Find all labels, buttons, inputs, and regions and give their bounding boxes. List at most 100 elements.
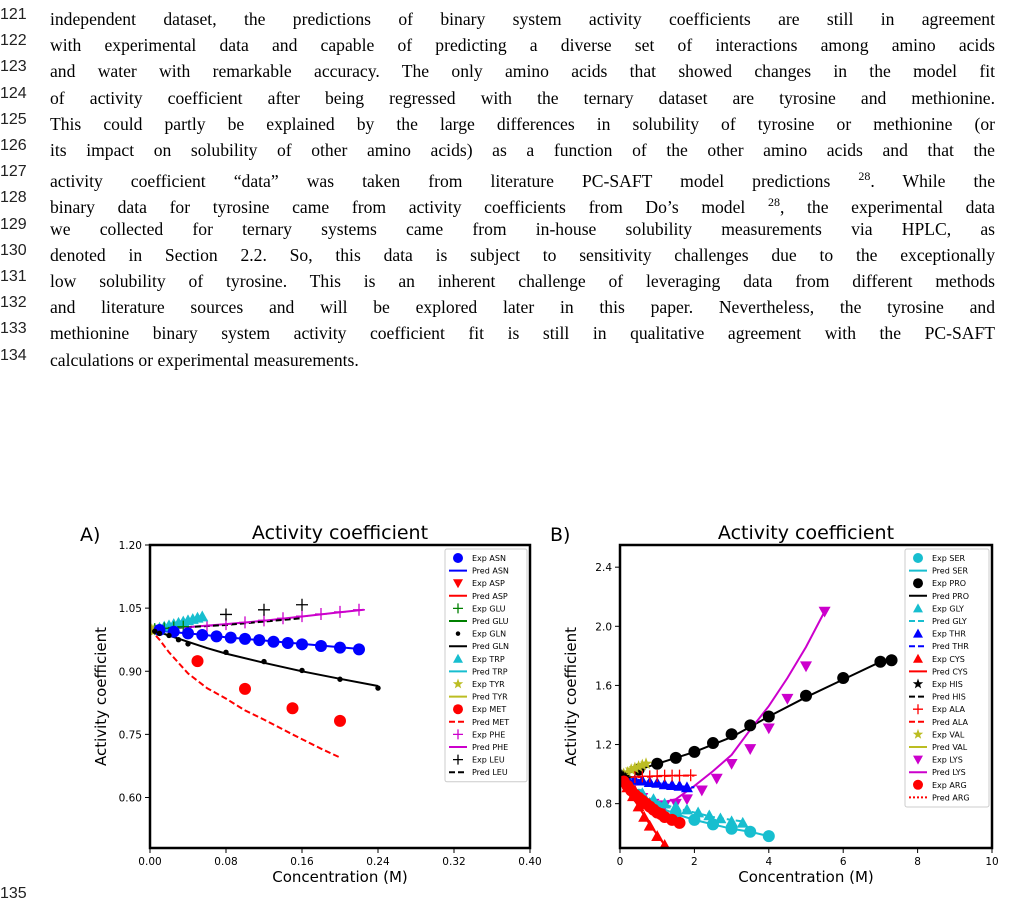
data-point bbox=[762, 723, 775, 735]
text-line: 125 This could partly be explained by the… bbox=[0, 111, 1020, 137]
legend-item: Exp LYS bbox=[913, 755, 963, 765]
data-point bbox=[182, 627, 194, 640]
data-point bbox=[185, 641, 191, 647]
data-point bbox=[781, 693, 794, 705]
line-number: 133 bbox=[0, 320, 27, 338]
data-point bbox=[296, 598, 308, 611]
legend-label: Exp GLN bbox=[472, 630, 506, 639]
legend-marker bbox=[912, 728, 924, 739]
legend-marker bbox=[912, 678, 924, 689]
data-point bbox=[651, 776, 664, 788]
y-tick-label: 1.20 bbox=[119, 540, 142, 552]
legend-label: Exp MET bbox=[472, 705, 506, 714]
legend: Exp ASN Pred ASN Exp ASP Pred ASP Exp GLU Pre… bbox=[444, 548, 528, 783]
legend-label: Pred ASP bbox=[472, 592, 508, 601]
chart-title: Activity coefficient bbox=[252, 522, 428, 544]
data-point bbox=[800, 689, 812, 702]
data-point bbox=[762, 710, 775, 723]
line-text: low solubility of tyrosine. This is an i… bbox=[50, 271, 995, 291]
legend-label: Exp SER bbox=[932, 554, 966, 563]
data-point bbox=[258, 614, 270, 627]
data-point bbox=[315, 640, 327, 652]
y-tick-label: 0.8 bbox=[595, 799, 612, 811]
data-point bbox=[632, 800, 645, 812]
legend-item: Pred GLU bbox=[449, 617, 509, 626]
legend-label: Pred TYR bbox=[472, 693, 508, 702]
text-line: 134 calculations or experimental measurem… bbox=[0, 347, 1020, 373]
line-number: 130 bbox=[0, 241, 27, 259]
legend-label: Exp HIS bbox=[932, 680, 963, 689]
legend-label: Exp THR bbox=[932, 630, 966, 639]
series-line bbox=[620, 611, 826, 805]
series-line bbox=[620, 657, 892, 777]
data-point bbox=[707, 737, 719, 750]
line-number: 131 bbox=[0, 268, 27, 285]
legend-label: Pred ASN bbox=[472, 567, 509, 576]
legend-marker bbox=[913, 653, 923, 663]
plot-frame bbox=[618, 543, 994, 850]
data-point bbox=[175, 636, 182, 643]
legend-item: Pred PRO bbox=[909, 592, 969, 601]
data-point bbox=[196, 629, 209, 642]
legend-marker bbox=[453, 729, 463, 740]
line-text: and water with remarkable accuracy. The … bbox=[50, 61, 995, 82]
data-point bbox=[659, 839, 670, 848]
data-point bbox=[725, 758, 738, 770]
legend-item: Pred PHE bbox=[449, 743, 508, 752]
text-line: 132 and literature sources and will be ex… bbox=[0, 294, 1020, 320]
plot-area bbox=[620, 606, 898, 848]
legend-label: Exp TYR bbox=[472, 680, 505, 689]
x-axis-label: Concentration (M) bbox=[272, 868, 408, 886]
legend-label: Pred ALA bbox=[932, 718, 968, 727]
legend-label: Exp LEU bbox=[472, 756, 505, 765]
legend-label: Exp VAL bbox=[932, 730, 965, 739]
legend-label: Pred ARG bbox=[932, 793, 970, 802]
legend-label: Exp ARG bbox=[932, 781, 967, 790]
legend-label: Pred LEU bbox=[472, 768, 508, 777]
data-point bbox=[695, 785, 708, 797]
data-point bbox=[632, 760, 645, 772]
legend-item: Pred ALA bbox=[909, 718, 968, 727]
chart-panel-a: A) Activity coefficient 0.00 0.08 0.16 0.24 0.… bbox=[80, 522, 542, 886]
legend-item: Exp TYR bbox=[452, 678, 505, 689]
legend-item: Pred SER bbox=[909, 567, 968, 576]
legend-item: Exp TRP bbox=[453, 653, 505, 664]
legend: Exp SER Pred SER Exp PRO Pred PRO Exp GLY Pre… bbox=[904, 548, 990, 808]
legend-marker bbox=[453, 653, 463, 663]
line-number: 125 bbox=[0, 110, 27, 128]
x-tick-label: 10 bbox=[985, 856, 998, 868]
y-tick-label: 1.6 bbox=[595, 680, 612, 692]
line-number: 129 bbox=[0, 215, 27, 233]
data-point bbox=[744, 744, 757, 755]
data-point bbox=[299, 667, 305, 674]
legend-label: Exp ASP bbox=[472, 579, 505, 588]
legend-item: Exp ASN bbox=[453, 553, 506, 563]
data-point bbox=[707, 818, 719, 831]
data-point bbox=[744, 825, 757, 838]
x-tick-label: 2 bbox=[691, 856, 698, 868]
line-text: its impact on solubility of other amino … bbox=[50, 140, 995, 160]
text-line: 122 with experimental data and capable of… bbox=[0, 32, 1020, 58]
legend-item: Pred ASN bbox=[449, 567, 509, 576]
legend-item: Exp PRO bbox=[913, 578, 966, 589]
legend-item: Pred HIS bbox=[909, 693, 966, 702]
plot-frame bbox=[148, 543, 532, 850]
line-text: This could partly be explained by the la… bbox=[50, 113, 995, 134]
x-tick-label: 0 bbox=[617, 856, 624, 868]
legend-marker bbox=[913, 779, 923, 790]
legend-marker bbox=[913, 755, 923, 765]
data-point bbox=[688, 745, 701, 758]
y-tick-label: 2.4 bbox=[595, 562, 612, 574]
data-point bbox=[736, 816, 749, 828]
data-point bbox=[725, 815, 738, 827]
data-point bbox=[744, 719, 757, 732]
legend-marker bbox=[913, 578, 923, 589]
data-point bbox=[688, 813, 701, 826]
legend-label: Pred GLN bbox=[472, 642, 509, 651]
legend-item: Exp CYS bbox=[913, 653, 965, 664]
legend-marker bbox=[453, 704, 463, 715]
legend-marker bbox=[455, 631, 461, 636]
text-line: 129 we collected for ternary systems came… bbox=[0, 216, 1020, 242]
legend-label: Exp ALA bbox=[932, 705, 966, 714]
data-point bbox=[258, 603, 270, 616]
